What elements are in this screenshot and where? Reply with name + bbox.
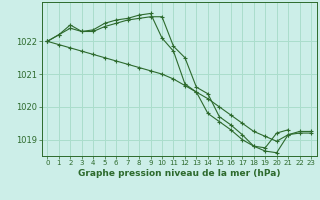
- X-axis label: Graphe pression niveau de la mer (hPa): Graphe pression niveau de la mer (hPa): [78, 169, 280, 178]
